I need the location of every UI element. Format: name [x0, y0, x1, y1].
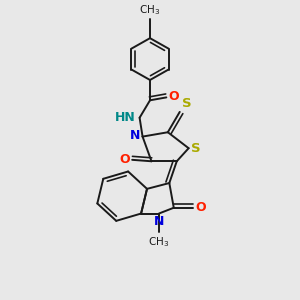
- Text: O: O: [168, 90, 179, 103]
- Text: O: O: [195, 201, 206, 214]
- Text: S: S: [182, 97, 191, 110]
- Text: CH$_3$: CH$_3$: [148, 235, 169, 248]
- Text: N: N: [154, 215, 164, 228]
- Text: CH$_3$: CH$_3$: [140, 3, 160, 17]
- Text: O: O: [119, 153, 130, 166]
- Text: N: N: [130, 129, 140, 142]
- Text: S: S: [191, 142, 201, 155]
- Text: HN: HN: [115, 111, 136, 124]
